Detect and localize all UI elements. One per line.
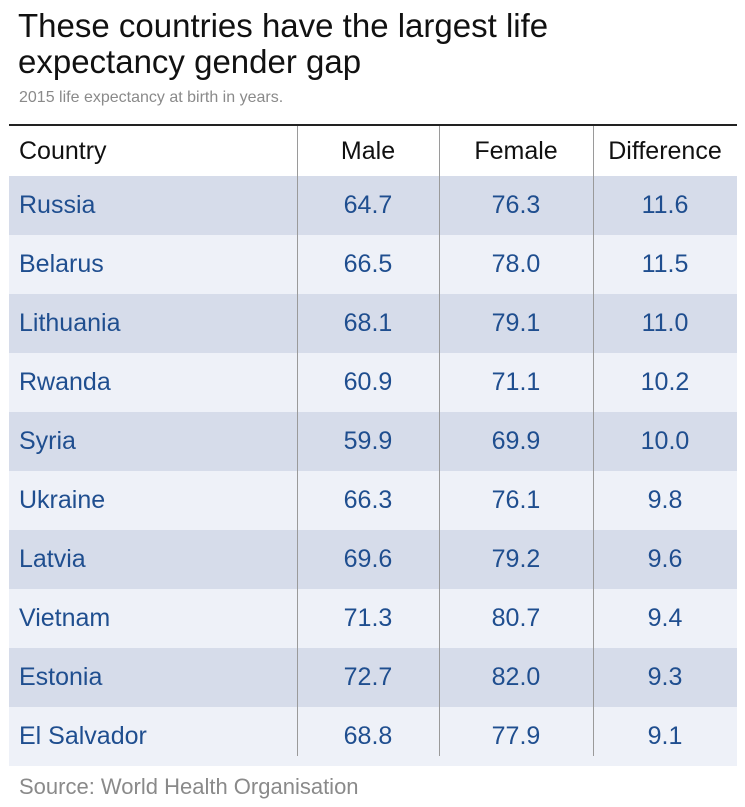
difference-value-cell: 9.1 [647,722,683,750]
header-country: Country [19,136,107,165]
header-female: Female [474,136,558,165]
chart-title: These countries have the largest life ex… [18,7,549,80]
header-male: Male [340,136,396,165]
column-divider [439,126,440,756]
header-difference: Difference [608,136,722,165]
female-value-cell: 71.1 [491,368,541,396]
male-value-cell: 69.6 [343,545,393,573]
female-value-cell: 78.0 [491,250,541,278]
difference-value-cell: 11.0 [641,309,689,337]
table-row: Syria 59.9 69.9 10.0 [9,412,737,471]
column-divider [593,126,594,756]
table-row: Rwanda 60.9 71.1 10.2 [9,353,737,412]
table-row: Latvia 69.6 79.2 9.6 [9,530,737,589]
table-row: Estonia 72.7 82.0 9.3 [9,648,737,707]
table-row: Belarus 66.5 78.0 11.5 [9,235,737,294]
country-cell: Syria [19,427,76,455]
difference-value-cell: 10.0 [640,427,690,455]
country-cell: Lithuania [19,309,121,337]
table-row: El Salvador 68.8 77.9 9.1 [9,707,737,766]
male-value-cell: 68.8 [343,722,393,750]
male-value-cell: 72.7 [343,663,393,691]
male-value-cell: 71.3 [343,604,393,632]
male-value-cell: 66.3 [343,486,393,514]
female-value-cell: 79.2 [491,545,541,573]
female-value-cell: 76.3 [491,191,541,219]
country-cell: El Salvador [19,722,147,750]
table-row: Vietnam 71.3 80.7 9.4 [9,589,737,648]
country-cell: Belarus [19,250,104,278]
country-cell: Russia [19,191,96,219]
male-value-cell: 60.9 [343,368,393,396]
table-row: Lithuania 68.1 79.1 11.0 [9,294,737,353]
difference-value-cell: 11.6 [641,191,689,219]
male-value-cell: 64.7 [343,191,393,219]
column-divider [297,126,298,756]
female-value-cell: 80.7 [491,604,541,632]
table-header-row: Country Male Female Difference [9,126,737,176]
female-value-cell: 76.1 [491,486,541,514]
female-value-cell: 82.0 [491,663,541,691]
difference-value-cell: 9.4 [647,604,683,632]
male-value-cell: 59.9 [343,427,393,455]
country-cell: Vietnam [19,604,111,632]
difference-value-cell: 9.6 [647,545,683,573]
female-value-cell: 79.1 [491,309,541,337]
country-cell: Estonia [19,663,103,691]
female-value-cell: 69.9 [491,427,541,455]
source-note: Source: World Health Organisation [19,774,359,799]
male-value-cell: 66.5 [343,250,393,278]
difference-value-cell: 10.2 [640,368,690,396]
table-top-rule [9,124,737,126]
male-value-cell: 68.1 [343,309,393,337]
table-row: Russia 64.7 76.3 11.6 [9,176,737,235]
chart-subtitle: 2015 life expectancy at birth in years. [19,89,284,106]
table-row: Ukraine 66.3 76.1 9.8 [9,471,737,530]
country-cell: Latvia [19,545,86,573]
difference-value-cell: 11.5 [641,250,689,278]
difference-value-cell: 9.8 [647,486,683,514]
difference-value-cell: 9.3 [647,663,683,691]
country-cell: Rwanda [19,368,111,396]
female-value-cell: 77.9 [491,722,541,750]
country-cell: Ukraine [19,486,106,514]
